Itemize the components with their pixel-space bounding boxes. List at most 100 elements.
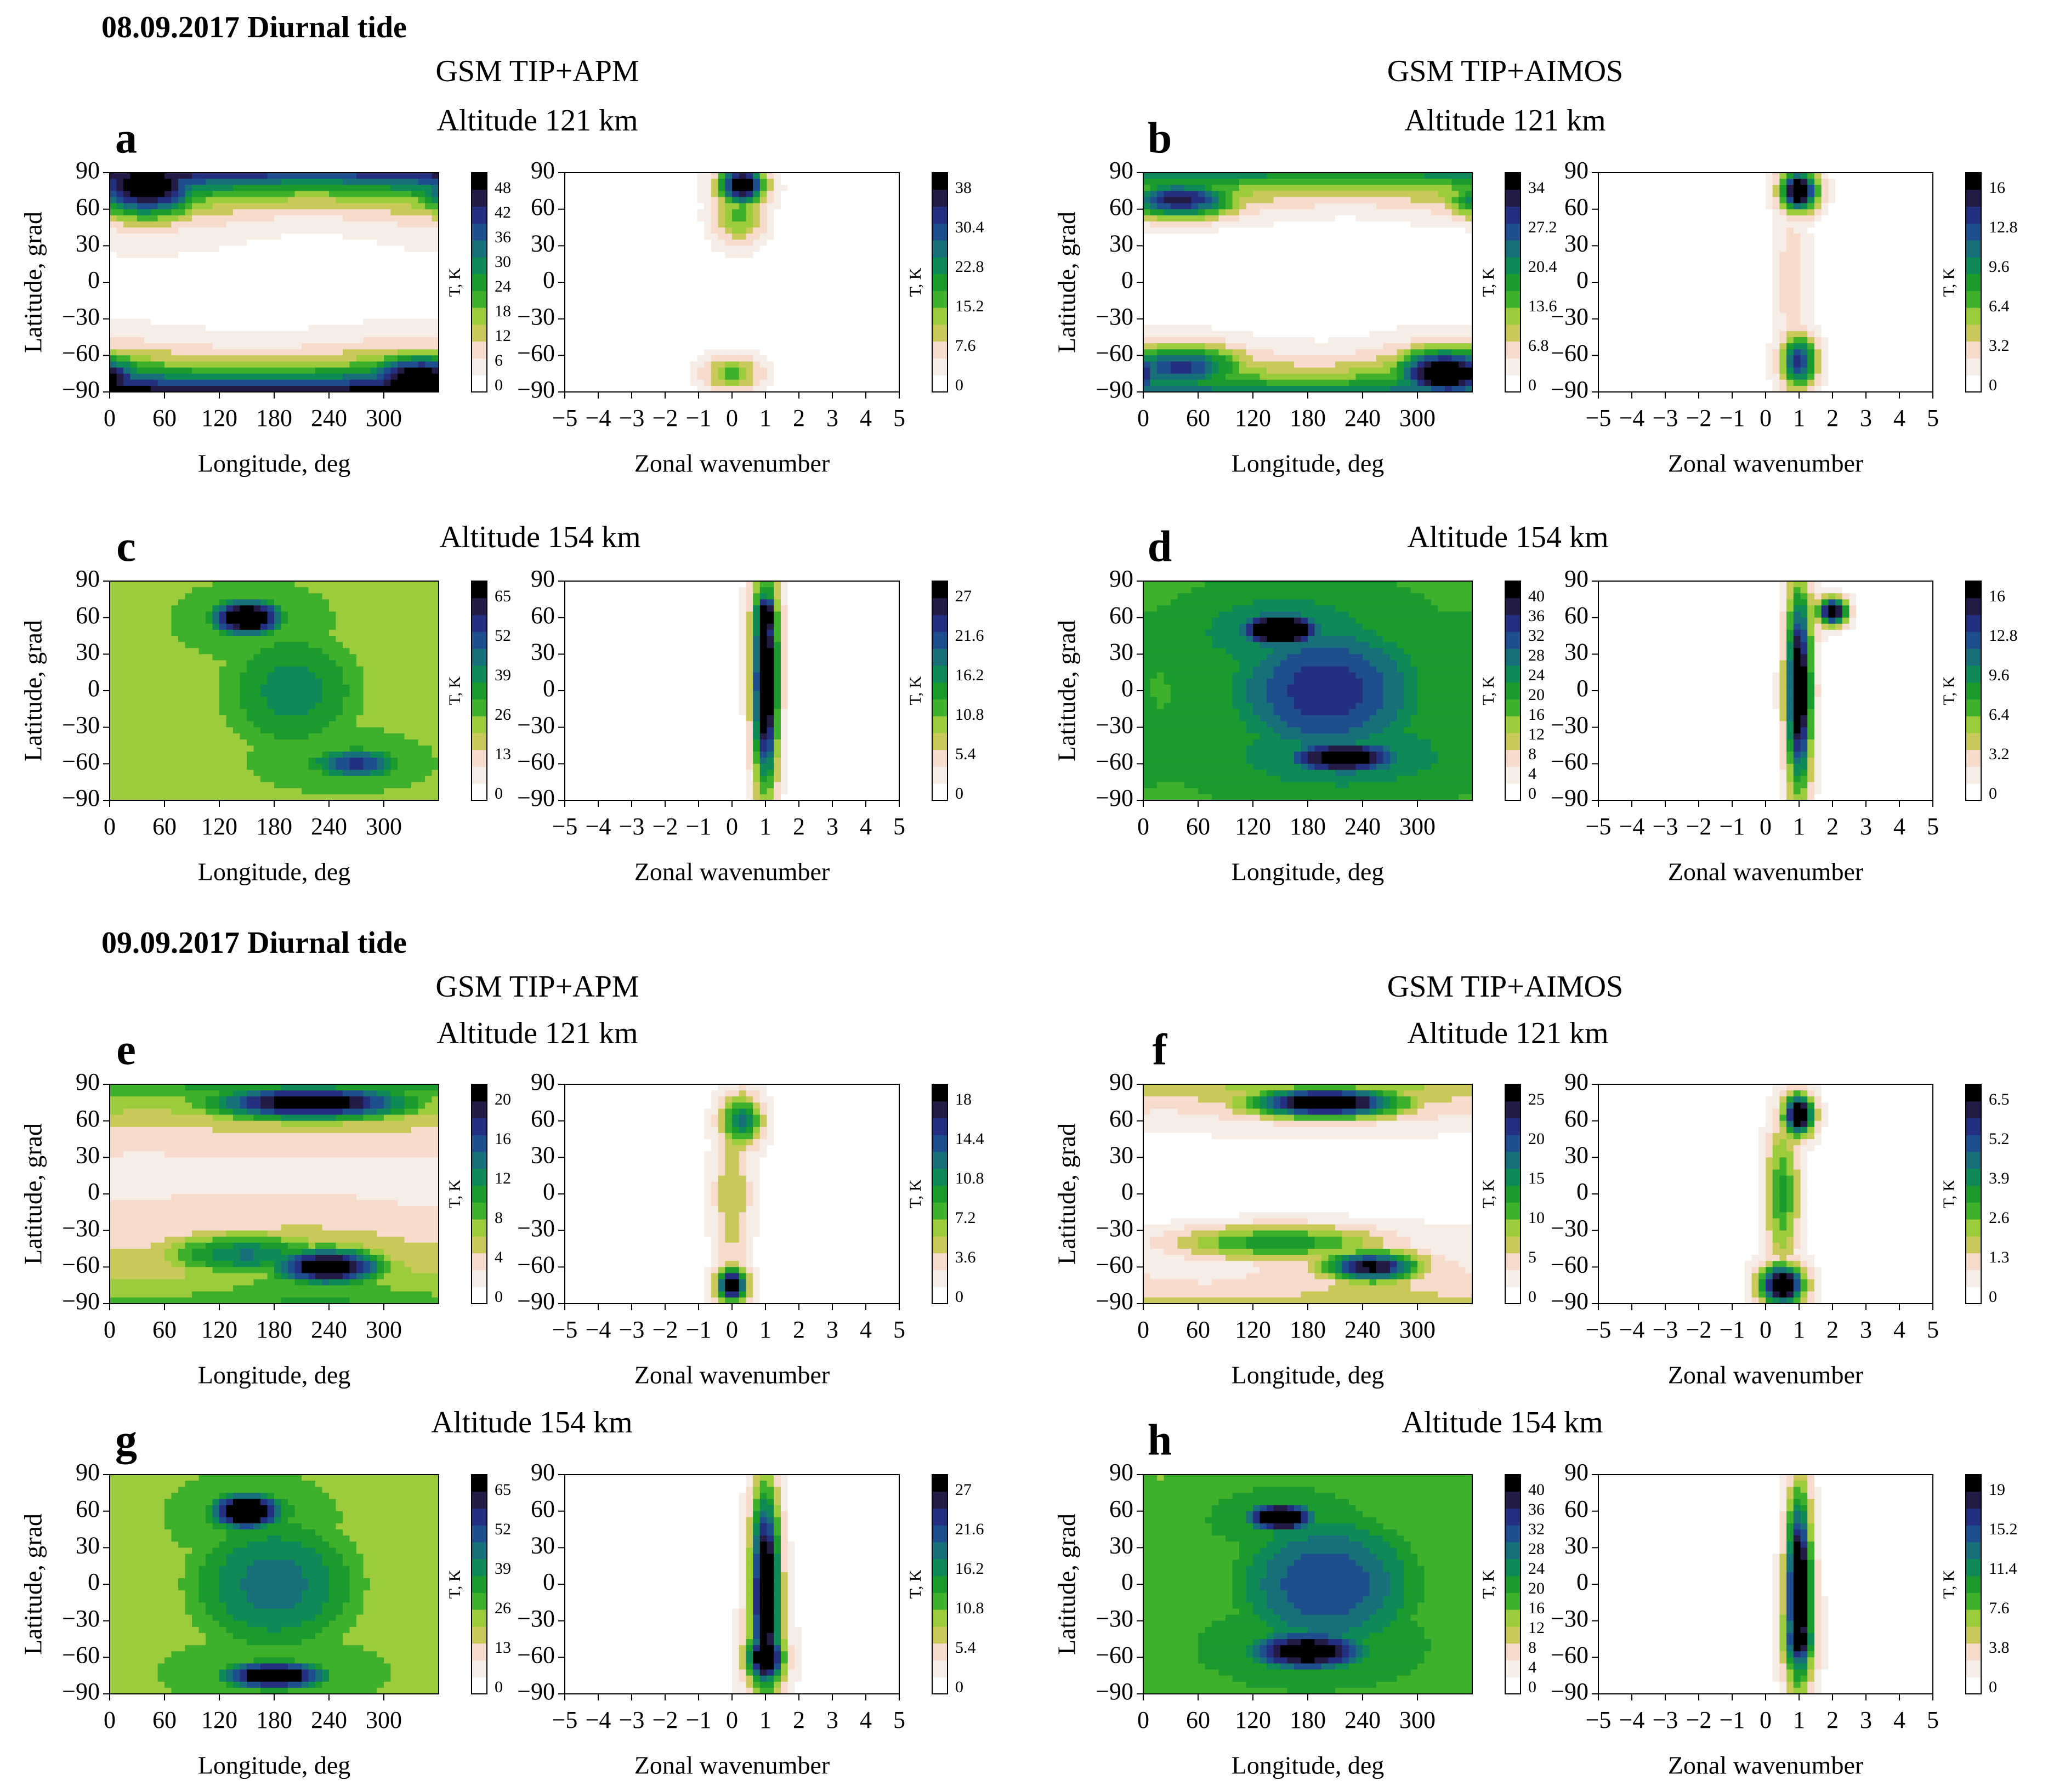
heat-cell (178, 294, 185, 301)
heat-cell (172, 276, 179, 283)
heat-cell (343, 349, 350, 356)
heat-cell (302, 282, 309, 289)
heat-cell (621, 368, 628, 374)
heat-cell (1253, 300, 1260, 307)
heat-cell (1171, 374, 1178, 380)
heat-cell (788, 173, 795, 179)
heat-cell (1150, 337, 1158, 344)
heat-cell (1342, 337, 1349, 344)
heat-cell (364, 234, 371, 240)
heat-cell (892, 221, 899, 228)
heat-cell (593, 386, 600, 392)
heat-cell (690, 234, 697, 240)
heat-cell (1192, 276, 1199, 283)
heat-cell (670, 294, 677, 301)
heat-cell (131, 343, 138, 350)
heat-cell (418, 343, 426, 350)
heat-cell (1404, 191, 1411, 197)
heat-cell (746, 221, 753, 228)
heat-cell (795, 331, 802, 338)
heat-cell (809, 240, 816, 246)
heat-cell (172, 361, 179, 368)
heat-cell (586, 319, 593, 326)
heat-cell (1308, 179, 1315, 185)
heat-cell (364, 264, 371, 271)
heat-cell (1178, 240, 1185, 246)
heat-cell (1301, 282, 1308, 289)
heat-cell (795, 374, 802, 380)
heat-cell (288, 234, 295, 240)
heat-cell (600, 300, 607, 307)
heat-cell (172, 209, 179, 216)
heat-cell (1274, 355, 1281, 362)
heat-cell (110, 380, 117, 386)
heat-cell (213, 209, 220, 216)
heat-cell (117, 270, 124, 277)
heat-cell (642, 270, 649, 277)
heat-cell (1246, 221, 1253, 228)
heat-cell (1370, 246, 1377, 252)
heat-cell (411, 191, 418, 197)
heat-cell (788, 337, 795, 344)
heat-cell (586, 313, 593, 320)
y-tick-label: 90 (76, 157, 100, 184)
heat-cell (131, 221, 138, 228)
heat-cell (158, 197, 165, 203)
heat-cell (370, 221, 377, 228)
heat-cell (1157, 355, 1164, 362)
heat-cell (1390, 191, 1397, 197)
heat-cell (837, 240, 844, 246)
heat-cell (837, 209, 844, 216)
heat-cell (1390, 276, 1397, 283)
heat-cell (886, 355, 893, 362)
heat-cell (572, 380, 579, 386)
heat-cell (795, 300, 802, 307)
heat-cell (1143, 203, 1150, 210)
heat-cell (288, 319, 295, 326)
heat-cell (878, 368, 886, 374)
heat-cell (1233, 294, 1240, 301)
heat-cell (364, 288, 371, 295)
heat-cell (370, 276, 377, 283)
heat-cell (411, 246, 418, 252)
heat-cell (711, 306, 718, 313)
heat-cell (1349, 313, 1356, 320)
heat-cell (1171, 355, 1178, 362)
heat-cell (1226, 300, 1233, 307)
heat-cell (843, 319, 850, 326)
heat-cell (288, 361, 295, 368)
heat-cell (1192, 337, 1199, 344)
heat-cell (254, 288, 261, 295)
heat-cell (110, 313, 117, 320)
heat-cell (268, 288, 275, 295)
heat-cell (240, 374, 247, 380)
heat-cell (1260, 252, 1267, 258)
heat-cell (649, 264, 656, 271)
heat-cell (336, 227, 343, 234)
heat-cell (336, 325, 343, 332)
heat-cell (281, 227, 288, 234)
heat-cell (1335, 349, 1342, 356)
heat-cell (767, 252, 774, 258)
heat-cell (1363, 368, 1370, 374)
heat-cell (1143, 191, 1150, 197)
heat-cell (1233, 270, 1240, 277)
heat-cell (240, 215, 247, 222)
heat-cell (1321, 325, 1329, 332)
heat-cell (1383, 306, 1391, 313)
heat-cell (1397, 258, 1404, 265)
heat-cell (1260, 331, 1267, 338)
heat-cell (642, 252, 649, 258)
heat-cell (288, 258, 295, 265)
heat-cell (247, 240, 254, 246)
heat-cell (600, 191, 607, 197)
heat-cell (144, 234, 151, 240)
heat-cell (377, 313, 384, 320)
heat-cell (830, 349, 837, 356)
heat-cell (1260, 306, 1267, 313)
heat-cell (356, 203, 364, 210)
heat-cell (642, 325, 649, 332)
heat-cell (131, 282, 138, 289)
heat-cell (1192, 246, 1199, 252)
heat-cell (864, 246, 871, 252)
